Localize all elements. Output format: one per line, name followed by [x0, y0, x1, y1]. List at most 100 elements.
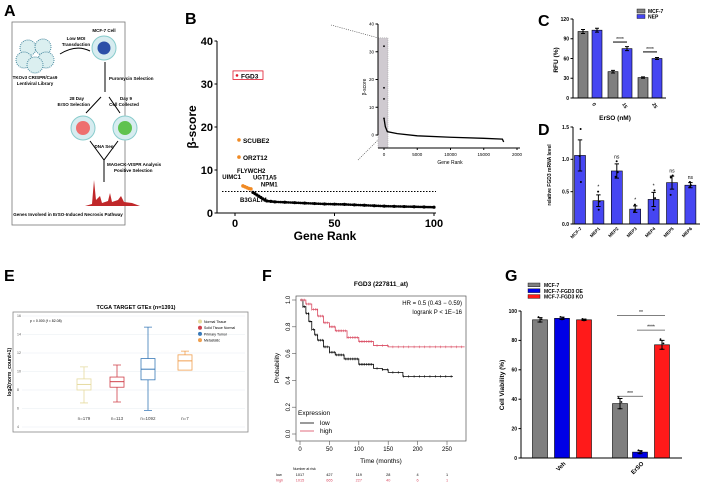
y-axis-title: Cell Viability (%)	[499, 360, 506, 410]
gene-label-ugt1a5: UGT1A5	[253, 176, 277, 182]
x-tick-label: 5000	[412, 152, 423, 157]
replicate-point	[689, 186, 691, 188]
replicate-point	[639, 453, 641, 455]
y-tick-label: 4	[17, 425, 19, 429]
significance-label: *	[597, 185, 599, 191]
y-axis-title: β-score	[185, 105, 199, 149]
legend-swatch	[637, 9, 645, 13]
y-tick-label: 10	[369, 105, 375, 110]
gene-point-or2t12	[237, 155, 241, 159]
y-tick-label: 40	[201, 36, 213, 48]
beta-score-curve	[384, 118, 504, 142]
y-tick-label: 80	[511, 338, 517, 344]
replicate-point	[690, 184, 692, 186]
y-tick-label: 16	[17, 314, 21, 318]
bar-mcf-7-fgd3-ko	[577, 320, 592, 458]
erso-selection-label-1: 28 Day	[69, 96, 84, 101]
x-tick-label: 50	[326, 447, 333, 453]
bar-mep2	[611, 171, 622, 224]
risk-count: 28	[386, 473, 390, 477]
x-tick-label: MEP6	[681, 226, 694, 239]
panel-label-d: D	[538, 122, 550, 139]
replicate-point	[641, 451, 643, 453]
replicate-point	[654, 197, 656, 199]
legend-label: Normal Tissue	[204, 320, 226, 324]
legend-label: Metastatic	[204, 339, 220, 343]
replicate-point	[599, 200, 601, 202]
replicate-point	[561, 319, 563, 321]
bar-mcf-7-fgd3-oe	[555, 318, 570, 458]
y-tick-label: 120	[561, 17, 570, 23]
panel-f-chart: FGD3 (227811_at)0.00.20.40.60.81.00 50 100…	[274, 281, 466, 483]
replicate-point	[672, 175, 674, 177]
risk-count: 119	[356, 473, 362, 477]
day9-label-2: Cell Collected	[109, 102, 139, 107]
replicate-point	[634, 204, 636, 206]
x-axis-title: Gene Rank	[294, 229, 357, 243]
day9-label-1: Day 9	[120, 96, 133, 101]
puromycin-label: Puromycin Selection	[109, 76, 154, 81]
x-tick-label: MEP3	[626, 226, 639, 239]
panel-d-chart: MCF-7*MEP1nsMEP2*MEP3*MEP4nsMEP5nsMEP60.…	[547, 125, 700, 240]
risk-table-title: Number at risk	[293, 467, 316, 471]
replicate-point	[616, 160, 618, 162]
transduction-label-2: Transduction	[62, 42, 91, 47]
x-tick-label: 200	[413, 447, 424, 453]
significance-label: ***	[627, 391, 633, 397]
y-tick-label: 1.0	[562, 157, 569, 163]
panel-b-inset-chart: 0 10 20 30 40 0 5000 10000 15000 2000 Gene Rank β-s…	[331, 22, 523, 166]
risk-row-label: low	[276, 473, 282, 477]
risk-count: 665	[326, 479, 332, 483]
erso-selection-label-2: ErSO Selection	[57, 102, 90, 107]
gene-point-scube2	[237, 138, 241, 142]
bar-mcf-7	[533, 320, 548, 458]
gene-point-b3galt4	[249, 187, 253, 191]
x-tick-label: 0	[232, 218, 238, 230]
x-tick-label: MEP2	[607, 226, 620, 239]
bar-nep	[652, 59, 662, 99]
panel-label-a: A	[4, 3, 16, 20]
x-tick-label: 15000	[477, 152, 490, 157]
mageck-label-1: MAGeCK-VISPR Analysis	[107, 162, 162, 167]
x-tick-label: Veh	[556, 461, 568, 473]
significance-label: *	[653, 183, 655, 189]
bar-nep	[592, 30, 602, 98]
x-tick-label: 250	[442, 447, 453, 453]
box-metastatic	[178, 355, 192, 370]
replicate-point	[585, 319, 587, 321]
logrank-label: logrank P < 1E−16	[412, 310, 462, 316]
replicate-point	[663, 342, 665, 344]
replicate-point	[619, 408, 621, 410]
cell-cluster-icon	[98, 42, 111, 55]
zoom-connector	[358, 140, 378, 160]
y-axis-title: β-score	[362, 78, 368, 95]
y-tick-label: 0	[514, 456, 517, 462]
bar-nep	[622, 49, 632, 98]
data-point	[433, 206, 436, 209]
stat-label: p = 0.000 (f = 82.08)	[30, 319, 62, 323]
replicate-point	[653, 189, 655, 191]
x-tick-label: 0	[298, 447, 302, 453]
x-tick-label: 100	[425, 218, 443, 230]
y-tick-label: 10	[201, 165, 213, 177]
y-tick-label: 20	[201, 122, 213, 134]
zoom-connector	[331, 25, 378, 38]
risk-row-label: high	[276, 479, 283, 483]
replicate-point	[621, 401, 623, 403]
significance-label: ns	[669, 169, 675, 175]
x-tick-label: 0	[590, 102, 597, 108]
hazard-ratio-label: HR = 0.5 (0.43 − 0.59)	[402, 301, 462, 307]
risk-count: 4	[417, 473, 419, 477]
y-tick-label: 100	[509, 309, 518, 315]
panel-label-f: F	[262, 268, 272, 285]
risk-count: 1	[446, 473, 448, 477]
significance-label: ****	[646, 47, 654, 53]
replicate-point	[579, 155, 581, 157]
y-tick-label: 0.4	[286, 376, 292, 385]
panel-label-e: E	[4, 268, 15, 285]
risk-count: 1017	[296, 473, 304, 477]
legend-label: Solid Tissue Normal	[204, 326, 235, 330]
x-tick-label: ErSO	[631, 461, 646, 476]
sample-count: n=1092	[140, 416, 156, 421]
panel-c-chart: MCF-7NEP 0 30 60 90 120 0 15 **** 25 **** ErSO (nM)…	[553, 9, 666, 122]
